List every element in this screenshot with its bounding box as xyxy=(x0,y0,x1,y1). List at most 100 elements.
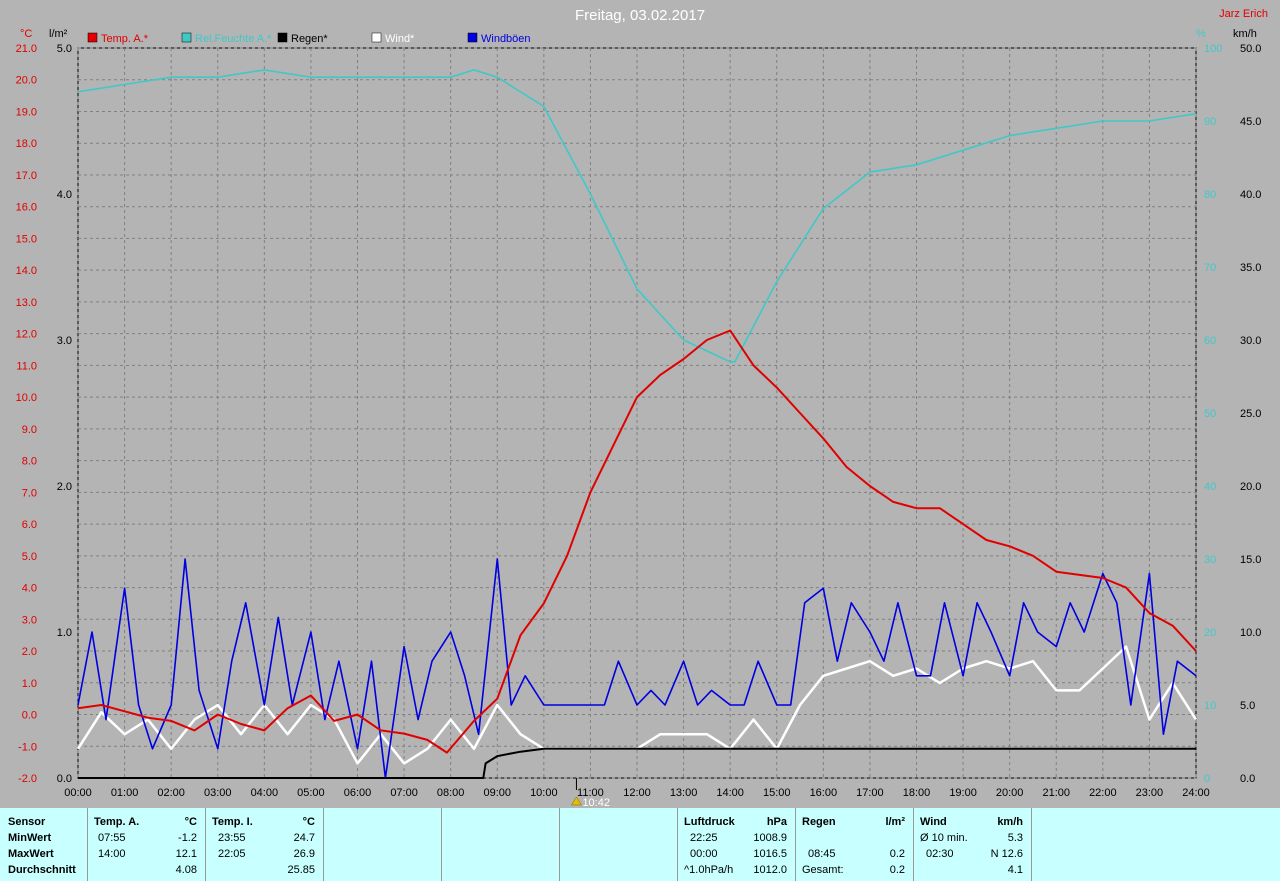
temp-i-avg-value: 25.85 xyxy=(287,864,315,876)
pressure-max-time: 00:00 xyxy=(690,848,718,860)
stats-footer: Sensor MinWert MaxWert Durchschnitt Temp… xyxy=(0,808,1280,881)
max-label: MaxWert xyxy=(8,848,54,860)
temp-tick-label: 15.0 xyxy=(16,233,37,245)
wind-avg10-label: Ø 10 min. xyxy=(920,832,968,844)
time-tick-label: 08:00 xyxy=(437,787,465,799)
legend-entry: Regen* xyxy=(291,33,328,45)
time-tick-label: 07:00 xyxy=(390,787,418,799)
temp-unit-label: °C xyxy=(20,28,32,40)
temp-tick-label: -1.0 xyxy=(18,741,37,753)
humidity-tick-label: 90 xyxy=(1204,116,1216,128)
humidity-tick-label: 20 xyxy=(1204,627,1216,639)
rain-unit-label: l/m² xyxy=(49,28,68,40)
pressure-trend: ^1.0hPa/h xyxy=(684,864,734,876)
temp-tick-label: 7.0 xyxy=(22,487,37,499)
wind-avg-value: 4.1 xyxy=(1007,864,1023,876)
weather-chart: Freitag, 03.02.2017 Jarz Erich °C l/m² %… xyxy=(16,7,1268,808)
rain-tick-label: 3.0 xyxy=(57,335,72,347)
wind-header: Wind xyxy=(920,816,947,828)
empty-column-1 xyxy=(324,808,442,881)
temp-tick-label: 13.0 xyxy=(16,297,37,309)
rain-column: Regen l/m² 08:45 0.2 Gesamt: 0.2 xyxy=(796,808,914,881)
rain-tick-label: 4.0 xyxy=(57,189,72,201)
time-tick-label: 24:00 xyxy=(1182,787,1210,799)
time-tick-label: 18:00 xyxy=(903,787,931,799)
rain-line xyxy=(78,747,1196,779)
temp-a-min-value: -1.2 xyxy=(178,832,197,844)
wind-tick-label: 50.0 xyxy=(1240,43,1261,55)
time-tick-label: 04:00 xyxy=(251,787,279,799)
empty-column-2 xyxy=(442,808,560,881)
wind-tick-label: 10.0 xyxy=(1240,627,1261,639)
temp-tick-label: 14.0 xyxy=(16,265,37,277)
rain-tick-label: 0.0 xyxy=(57,773,72,785)
wind-tick-label: 15.0 xyxy=(1240,554,1261,566)
wind-max-value: N 12.6 xyxy=(990,848,1023,860)
temp-tick-label: 17.0 xyxy=(16,170,37,182)
rain-max-value: 0.2 xyxy=(889,848,905,860)
temp-line xyxy=(77,329,1197,754)
temp-tick-label: -2.0 xyxy=(18,773,37,785)
time-tick-label: 00:00 xyxy=(64,787,92,799)
humidity-tick-label: 0 xyxy=(1204,773,1210,785)
temp-i-max-time: 22:05 xyxy=(218,848,246,860)
wind-tick-label: 25.0 xyxy=(1240,408,1261,420)
temp-tick-label: 16.0 xyxy=(16,202,37,214)
time-tick-label: 21:00 xyxy=(1042,787,1070,799)
pressure-avg-value: 1012.0 xyxy=(753,864,787,876)
humidity-tick-label: 30 xyxy=(1204,554,1216,566)
temp-tick-label: 18.0 xyxy=(16,138,37,150)
time-tick-label: 19:00 xyxy=(949,787,977,799)
humidity-tick-label: 80 xyxy=(1204,189,1216,201)
time-tick-label: 03:00 xyxy=(204,787,232,799)
temp-tick-label: 1.0 xyxy=(22,678,37,690)
temp-i-min-value: 24.7 xyxy=(293,832,315,844)
temp-tick-label: 5.0 xyxy=(22,551,37,563)
temp-a-header: Temp. A. xyxy=(94,816,140,828)
rain-total-value: 0.2 xyxy=(889,864,905,876)
time-tick-label: 06:00 xyxy=(344,787,372,799)
temp-i-min-time: 23:55 xyxy=(218,832,246,844)
legend-swatch xyxy=(467,32,478,43)
warning-icon xyxy=(570,796,582,806)
temp-a-max-value: 12.1 xyxy=(175,848,197,860)
empty-column-3 xyxy=(560,808,678,881)
pressure-unit: hPa xyxy=(766,816,787,828)
wind-tick-label: 5.0 xyxy=(1240,700,1255,712)
chart-grid xyxy=(77,47,1197,779)
temp-tick-label: 19.0 xyxy=(16,106,37,118)
temp-tick-label: 11.0 xyxy=(16,360,37,372)
wind-unit-label: km/h xyxy=(1233,28,1257,40)
temp-tick-label: 4.0 xyxy=(22,583,37,595)
temp-tick-label: 9.0 xyxy=(22,424,37,436)
min-label: MinWert xyxy=(8,832,52,844)
legend-entry: Rel.Feuchte A.* xyxy=(195,33,272,45)
avg-label: Durchschnitt xyxy=(8,864,76,876)
time-tick-label: 20:00 xyxy=(996,787,1024,799)
rain-tick-label: 5.0 xyxy=(57,43,72,55)
rain-tick-label: 1.0 xyxy=(57,627,72,639)
temp-a-unit: °C xyxy=(184,816,197,828)
time-tick-label: 15:00 xyxy=(763,787,791,799)
time-tick-label: 12:00 xyxy=(623,787,651,799)
time-tick-label: 16:00 xyxy=(810,787,838,799)
pressure-min-time: 22:25 xyxy=(690,832,718,844)
legend-entry: Wind* xyxy=(385,33,415,45)
wind-column: Wind km/h Ø 10 min. 5.3 02:30 N 12.6 4.1 xyxy=(914,808,1032,881)
time-tick-label: 14:00 xyxy=(716,787,744,799)
time-tick-label: 11:00 xyxy=(577,787,604,799)
wind-avg10-value: 5.3 xyxy=(1007,832,1023,844)
plot-area xyxy=(76,69,1198,779)
temp-tick-label: 21.0 xyxy=(16,43,37,55)
temp-i-unit: °C xyxy=(302,816,315,828)
temp-tick-label: 0.0 xyxy=(22,710,37,722)
temp-tick-label: 12.0 xyxy=(16,329,37,341)
temp-tick-label: 20.0 xyxy=(16,75,37,87)
time-tick-label: 17:00 xyxy=(856,787,884,799)
pressure-min-value: 1008.9 xyxy=(753,832,787,844)
wind-tick-label: 20.0 xyxy=(1240,481,1261,493)
temp-tick-label: 2.0 xyxy=(22,646,37,658)
time-tick-label: 05:00 xyxy=(297,787,325,799)
humidity-tick-label: 70 xyxy=(1204,262,1216,274)
temp-tick-label: 3.0 xyxy=(22,614,37,626)
